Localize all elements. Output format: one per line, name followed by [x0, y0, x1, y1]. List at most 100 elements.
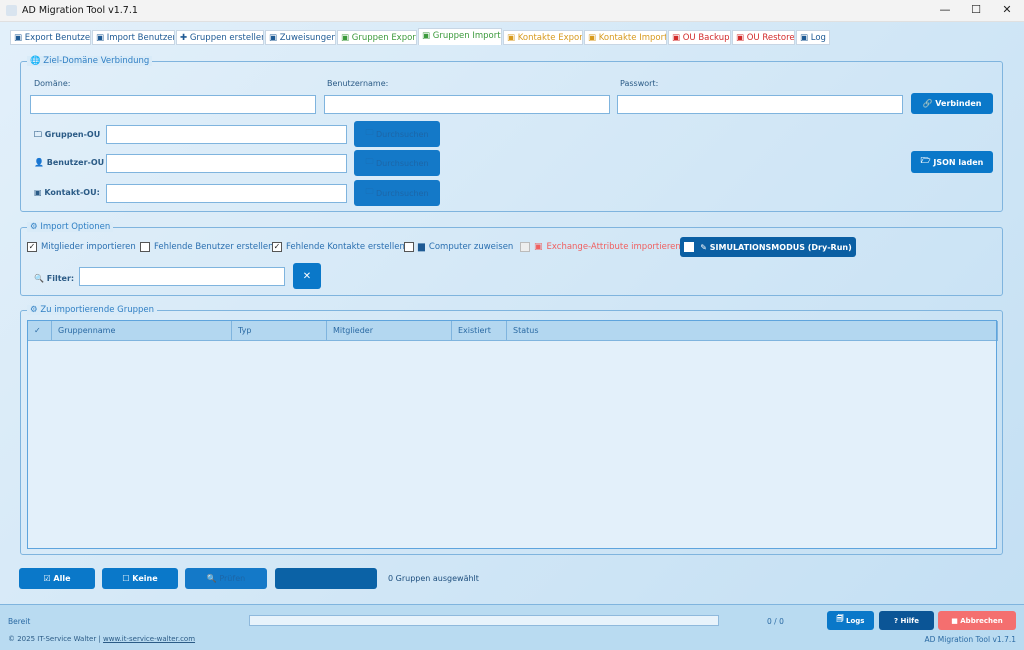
groups-table[interactable]: ✓ Gruppenname Typ Mitglieder Existiert Status — [27, 320, 998, 549]
domain-input[interactable] — [30, 95, 316, 114]
checkbox[interactable]: ✓ — [27, 242, 37, 252]
maximize-button[interactable]: ☐ — [971, 3, 981, 16]
tab-kontakte-import[interactable]: ▣ Kontakte Import — [584, 30, 667, 45]
connection-legend: 🌐 Ziel-Domäne Verbindung — [27, 56, 153, 66]
simulation-checkbox[interactable] — [684, 242, 695, 252]
clear-filter-button[interactable]: ✕ — [293, 263, 321, 289]
computer-icon: ▆ — [418, 242, 425, 252]
checkbox[interactable] — [520, 242, 530, 252]
browse-button[interactable]: 🗀 Durchsuchen — [354, 121, 440, 147]
column-header[interactable]: Status — [507, 321, 998, 341]
simulation-mode-button[interactable]: ✎ SIMULATIONSMODUS (Dry-Run) — [680, 237, 856, 257]
ou-label: 🗀 Gruppen-OU — [34, 130, 101, 139]
cancel-button[interactable]: ■ Abbrechen — [938, 611, 1016, 630]
title-bar: AD Migration Tool v1.7.1 — ☐ ✕ — [0, 0, 1024, 22]
option-checkbox[interactable]: ▣ Exchange-Attribute importieren — [520, 242, 681, 252]
close-button[interactable]: ✕ — [1002, 3, 1012, 16]
tab-zuweisungen[interactable]: ▣ Zuweisungen — [265, 30, 336, 45]
select-all-button[interactable]: ☑ Alle — [19, 568, 95, 589]
connection-group: 🌐 Ziel-Domäne Verbindung — [20, 56, 1003, 212]
password-label: Passwort: — [620, 79, 659, 88]
tab-log[interactable]: ▣ Log — [796, 30, 830, 45]
column-header[interactable]: ✓ — [28, 321, 52, 341]
groups-legend: ⚙ Zu importierende Gruppen — [27, 305, 158, 315]
browse-button[interactable]: 🗀 Durchsuchen — [354, 180, 440, 206]
folder-icon: 🗀 — [365, 187, 377, 196]
tab-icon: ▣ — [588, 33, 597, 43]
option-checkbox[interactable]: ✓ Mitglieder importieren — [27, 242, 136, 252]
check-button[interactable]: 🔍 Prüfen — [185, 568, 267, 589]
table-header: ✓ Gruppenname Typ Mitglieder Existiert Status — [28, 321, 998, 341]
tab-icon: ▣ — [96, 33, 105, 43]
select-none-button[interactable]: ☐ Keine — [102, 568, 178, 589]
help-button[interactable]: ? Hilfe — [879, 611, 934, 630]
tab-gruppen-export[interactable]: ▣ Gruppen Export — [337, 30, 417, 45]
tab-icon: ▣ — [507, 33, 516, 43]
domain-label: Domäne: — [34, 79, 71, 88]
tab-import-benutzer[interactable]: ▣ Import Benutzer — [92, 30, 175, 45]
ou-icon: 👤 — [34, 158, 44, 167]
clipboard-icon: 🗐 — [836, 615, 846, 623]
tab-kontakte-export[interactable]: ▣ Kontakte Export — [503, 30, 583, 45]
stop-icon: ■ — [951, 616, 961, 625]
tab-gruppen-erstellen[interactable]: ✚ Gruppen erstellen — [176, 30, 264, 45]
app-icon — [6, 5, 17, 16]
username-label: Benutzername: — [327, 79, 389, 88]
option-checkbox[interactable]: ▆ Computer zuweisen — [404, 242, 513, 252]
minimize-button[interactable]: — — [939, 3, 951, 16]
checkbox[interactable] — [404, 242, 414, 252]
footer-copyright: © 2025 IT-Service Walter | www.it-servic… — [8, 635, 196, 643]
square-icon: ☐ — [122, 574, 133, 583]
tab-export-benutzer[interactable]: ▣ Export Benutzer — [10, 30, 91, 45]
tab-icon: ✚ — [180, 33, 188, 43]
checkbox[interactable] — [140, 242, 150, 252]
selection-count: 0 Gruppen ausgewählt — [388, 574, 479, 583]
ou-input[interactable] — [106, 125, 347, 144]
footer-version: AD Migration Tool v1.7.1 — [924, 635, 1016, 644]
tab-icon: ▣ — [14, 33, 23, 43]
tab-icon: ▣ — [672, 33, 681, 43]
tab-gruppen-import[interactable]: ▣ Gruppen Import — [418, 28, 502, 45]
folder-icon: 🗀 — [365, 157, 377, 166]
ou-icon: ▣ — [34, 188, 42, 197]
check-icon: ☑ — [43, 574, 54, 583]
search-icon: 🔍 — [206, 574, 220, 583]
ou-icon: 🗀 — [34, 130, 42, 139]
question-icon: ? — [894, 616, 901, 625]
password-input[interactable] — [617, 95, 903, 114]
logs-button[interactable]: 🗐 Logs — [827, 611, 874, 630]
ou-input[interactable] — [106, 184, 347, 203]
status-text: Bereit — [8, 617, 31, 626]
import-button[interactable] — [275, 568, 377, 589]
connect-button[interactable]: 🔗 Verbinden — [911, 93, 993, 114]
ou-label: ▣ Kontakt-OU: — [34, 188, 100, 197]
link-icon: 🔗 — [922, 99, 936, 108]
exchange-icon: ▣ — [534, 242, 543, 252]
groups-group: ⚙ Zu importierende Gruppen — [20, 305, 1003, 555]
username-input[interactable] — [324, 95, 610, 114]
option-checkbox[interactable]: Fehlende Benutzer erstellen — [140, 242, 273, 252]
folder-icon: 🗀 — [365, 128, 377, 137]
options-legend: ⚙ Import Optionen — [27, 222, 114, 232]
column-header[interactable]: Mitglieder — [327, 321, 452, 341]
ou-label: 👤 Benutzer-OU — [34, 158, 105, 167]
tab-ou-restore[interactable]: ▣ OU Restore — [732, 30, 795, 45]
option-checkbox[interactable]: ✓ Fehlende Kontakte erstellen — [272, 242, 405, 252]
folder-icon: 🗁 — [920, 156, 934, 165]
column-header[interactable]: Existiert — [452, 321, 507, 341]
progress-bar — [249, 615, 719, 626]
filter-input[interactable] — [79, 267, 285, 286]
browse-button[interactable]: 🗀 Durchsuchen — [354, 150, 440, 176]
checkbox[interactable]: ✓ — [272, 242, 282, 252]
ou-input[interactable] — [106, 154, 347, 173]
pencil-icon: ✎ — [700, 242, 710, 252]
column-header[interactable]: Gruppenname — [52, 321, 232, 341]
website-link[interactable]: www.it-service-walter.com — [103, 635, 196, 643]
column-header[interactable]: Typ — [232, 321, 327, 341]
window-title: AD Migration Tool v1.7.1 — [22, 5, 138, 16]
tab-icon: ▣ — [269, 33, 278, 43]
tab-ou-backup[interactable]: ▣ OU Backup — [668, 30, 731, 45]
tab-icon: ▣ — [422, 31, 431, 41]
tab-icon: ▣ — [736, 33, 745, 43]
json-load-button[interactable]: 🗁 JSON laden — [911, 151, 993, 173]
